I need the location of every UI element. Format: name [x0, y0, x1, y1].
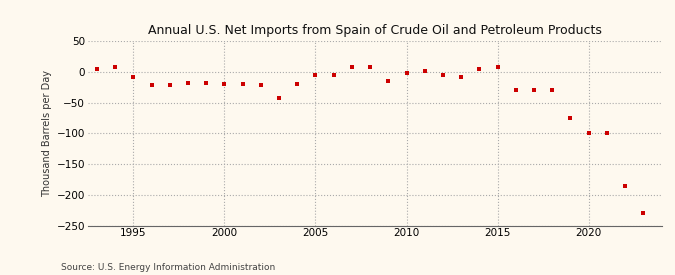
Title: Annual U.S. Net Imports from Spain of Crude Oil and Petroleum Products: Annual U.S. Net Imports from Spain of Cr… — [148, 24, 601, 37]
Y-axis label: Thousand Barrels per Day: Thousand Barrels per Day — [43, 70, 52, 197]
Text: Source: U.S. Energy Information Administration: Source: U.S. Energy Information Administ… — [61, 263, 275, 272]
